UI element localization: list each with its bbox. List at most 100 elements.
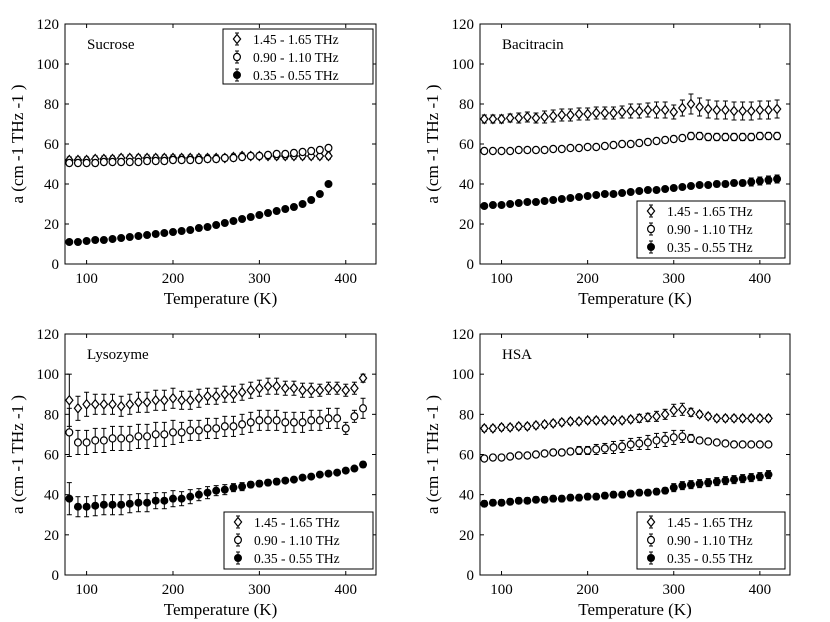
x-tick-label: 400 — [749, 271, 772, 287]
x-tick-label: 100 — [490, 271, 513, 287]
data-point — [583, 492, 592, 501]
data-point — [82, 502, 91, 511]
x-tick-label: 200 — [576, 271, 599, 287]
data-point — [246, 384, 256, 396]
x-tick-label: 300 — [248, 582, 271, 598]
data-point — [514, 198, 523, 207]
data-point — [652, 185, 661, 194]
data-point — [506, 497, 515, 506]
data-point — [177, 394, 186, 406]
legend-marker — [233, 516, 243, 528]
data-point — [229, 388, 238, 400]
data-point — [333, 468, 342, 477]
data-point — [721, 439, 730, 448]
data-point — [634, 412, 644, 424]
data-point — [324, 469, 333, 478]
data-point — [143, 432, 152, 441]
data-point — [764, 470, 773, 479]
data-point — [643, 185, 652, 194]
x-axis-title: Temperature (K) — [578, 600, 692, 619]
data-point — [203, 424, 212, 433]
legend: 1.45 - 1.65 THz 0.90 - 1.10 THz 0.35 - 0.5… — [636, 511, 786, 570]
y-tick-label: 80 — [44, 407, 59, 423]
data-point — [82, 236, 91, 245]
data-point — [755, 440, 764, 449]
y-tick-label: 20 — [459, 528, 474, 544]
data-point — [151, 430, 160, 439]
data-point — [488, 113, 498, 125]
data-point — [729, 412, 739, 424]
data-point — [574, 415, 584, 427]
series-1 — [479, 402, 773, 434]
legend-marker — [233, 52, 242, 62]
data-point — [281, 204, 290, 213]
data-point — [212, 220, 221, 229]
data-point — [194, 392, 204, 404]
y-axis-title: a (cm -1 THz -1 ) — [423, 84, 442, 203]
data-point — [609, 490, 618, 499]
data-point — [514, 112, 524, 124]
data-point — [91, 436, 100, 445]
data-point — [721, 179, 730, 188]
legend: 1.45 - 1.65 THz 0.90 - 1.10 THz 0.35 - 0.5… — [222, 28, 374, 85]
x-tick-label: 300 — [663, 271, 686, 287]
data-point — [134, 498, 143, 507]
data-point — [609, 107, 618, 119]
data-point — [773, 174, 782, 183]
data-point — [497, 421, 506, 433]
data-point — [211, 390, 221, 402]
chart-panel-2: 0 20 40 60 80 100 120 100 200 300 400 Temperature (… — [423, 17, 791, 308]
x-tick-label: 300 — [663, 582, 686, 598]
data-point — [704, 437, 713, 446]
data-point — [557, 144, 566, 154]
data-point — [125, 157, 134, 167]
data-point — [746, 412, 756, 424]
data-point — [617, 106, 627, 118]
data-point — [134, 157, 143, 167]
series-1 — [64, 372, 368, 427]
data-point — [298, 384, 307, 396]
data-point — [65, 237, 74, 246]
data-point — [324, 150, 333, 162]
data-point — [168, 392, 178, 404]
data-point — [669, 483, 678, 492]
data-point — [246, 418, 255, 427]
data-point — [575, 446, 584, 455]
data-point — [160, 156, 169, 166]
data-point — [73, 158, 82, 168]
data-point — [90, 398, 100, 410]
data-point — [721, 132, 730, 142]
data-point — [566, 143, 575, 153]
data-point — [134, 432, 143, 441]
data-point — [108, 234, 117, 243]
series-3 — [65, 179, 333, 246]
data-point — [686, 98, 696, 110]
data-point — [773, 131, 782, 141]
data-point — [151, 496, 160, 505]
data-point — [255, 382, 264, 394]
series-3 — [480, 174, 782, 210]
data-point — [755, 176, 764, 185]
data-point — [738, 474, 747, 483]
data-point — [497, 498, 506, 507]
data-point — [91, 158, 100, 168]
data-point — [703, 103, 713, 115]
y-tick-label: 60 — [44, 137, 59, 153]
data-point — [523, 197, 532, 206]
data-point — [755, 104, 765, 116]
data-point — [220, 485, 229, 494]
data-point — [626, 489, 635, 498]
data-point — [220, 153, 229, 163]
data-point — [678, 481, 687, 490]
data-point — [160, 496, 169, 505]
legend-box — [636, 200, 786, 259]
legend-marker — [647, 242, 656, 251]
data-point — [332, 382, 342, 394]
y-tick-label: 60 — [459, 448, 474, 464]
data-point — [143, 230, 152, 239]
data-point — [652, 436, 661, 445]
data-point — [729, 105, 739, 117]
data-point — [531, 450, 540, 459]
legend-marker — [234, 535, 243, 545]
legend-label: 0.35 - 0.55 THz — [667, 240, 753, 255]
